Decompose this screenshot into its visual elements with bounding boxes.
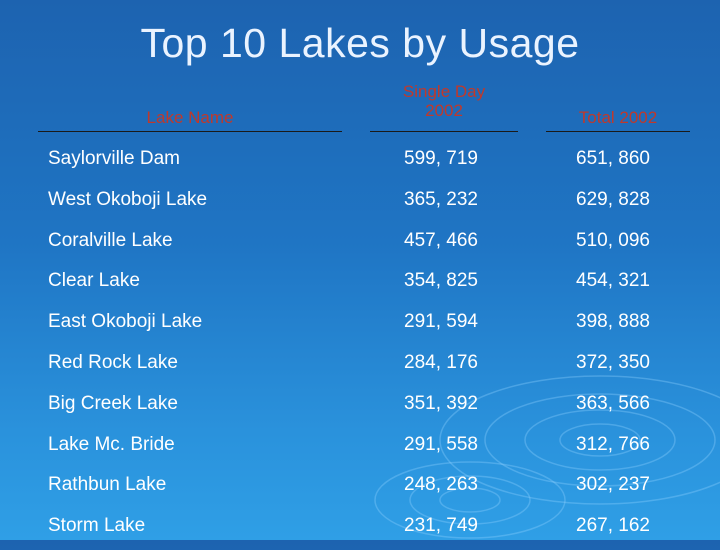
single-day-cell: 599, 719: [404, 148, 478, 169]
lake-name-cell: Big Creek Lake: [48, 392, 178, 414]
total-cell: 454, 321: [576, 270, 650, 292]
total-cell: 651, 860: [576, 148, 650, 169]
single-day-cell: 457, 466: [404, 229, 478, 251]
lake-name-cell: Clear Lake: [48, 270, 140, 292]
table-row: Red Rock Lake 284, 176 372, 350: [0, 346, 720, 387]
column-header-single-day-line2: 2002: [425, 101, 463, 120]
header-underline-total: [546, 131, 690, 132]
header-underline-single-day: [370, 131, 518, 132]
lake-name-cell: Red Rock Lake: [48, 351, 178, 373]
single-day-cell: 354, 825: [404, 270, 478, 292]
column-header-total: Total 2002: [578, 108, 658, 127]
total-cell: 372, 350: [576, 351, 650, 373]
single-day-cell: 231, 749: [404, 515, 478, 537]
total-cell: 302, 237: [576, 474, 650, 496]
lake-name-cell: Rathbun Lake: [48, 474, 167, 496]
lake-name-cell: Saylorville Dam: [48, 148, 180, 169]
table-row: Clear Lake 354, 825 454, 321: [0, 264, 720, 305]
header-underline-name: [38, 131, 342, 132]
table-row: Lake Mc. Bride 291, 558 312, 766: [0, 428, 720, 469]
table-row: Big Creek Lake 351, 392 363, 566: [0, 387, 720, 428]
single-day-cell: 291, 558: [404, 433, 478, 455]
table-row: Rathbun Lake 248, 263 302, 237: [0, 468, 720, 509]
total-cell: 363, 566: [576, 392, 650, 414]
lake-name-cell: Coralville Lake: [48, 229, 173, 251]
lake-name-cell: Lake Mc. Bride: [48, 433, 175, 455]
lake-name-cell: West Okoboji Lake: [48, 188, 208, 210]
lake-name-cell: East Okoboji Lake: [48, 311, 203, 333]
total-cell: 629, 828: [576, 188, 650, 210]
single-day-cell: 365, 232: [404, 188, 478, 210]
single-day-cell: 248, 263: [404, 474, 478, 496]
single-day-cell: 351, 392: [404, 392, 478, 414]
table-row: Storm Lake 231, 749 267, 162: [0, 509, 720, 550]
total-cell: 510, 096: [576, 229, 650, 251]
slide-title: Top 10 Lakes by Usage: [140, 20, 580, 66]
lakes-table-body: Saylorville Dam 599, 719 651, 860 West O…: [0, 142, 720, 550]
column-header-single-day-line1: Single Day: [402, 82, 486, 101]
column-header-lake-name: Lake Name: [146, 108, 234, 127]
total-cell: 398, 888: [576, 311, 650, 333]
single-day-cell: 291, 594: [404, 311, 478, 333]
total-cell: 267, 162: [576, 515, 650, 537]
column-header-single-day: Single Day 2002: [370, 82, 518, 120]
total-cell: 312, 766: [576, 433, 650, 455]
single-day-cell: 284, 176: [404, 351, 478, 373]
table-row: West Okoboji Lake 365, 232 629, 828: [0, 183, 720, 224]
table-row: East Okoboji Lake 291, 594 398, 888: [0, 305, 720, 346]
table-row: Saylorville Dam 599, 719 651, 860: [0, 142, 720, 183]
table-row: Coralville Lake 457, 466 510, 096: [0, 224, 720, 265]
lake-name-cell: Storm Lake: [48, 515, 146, 537]
